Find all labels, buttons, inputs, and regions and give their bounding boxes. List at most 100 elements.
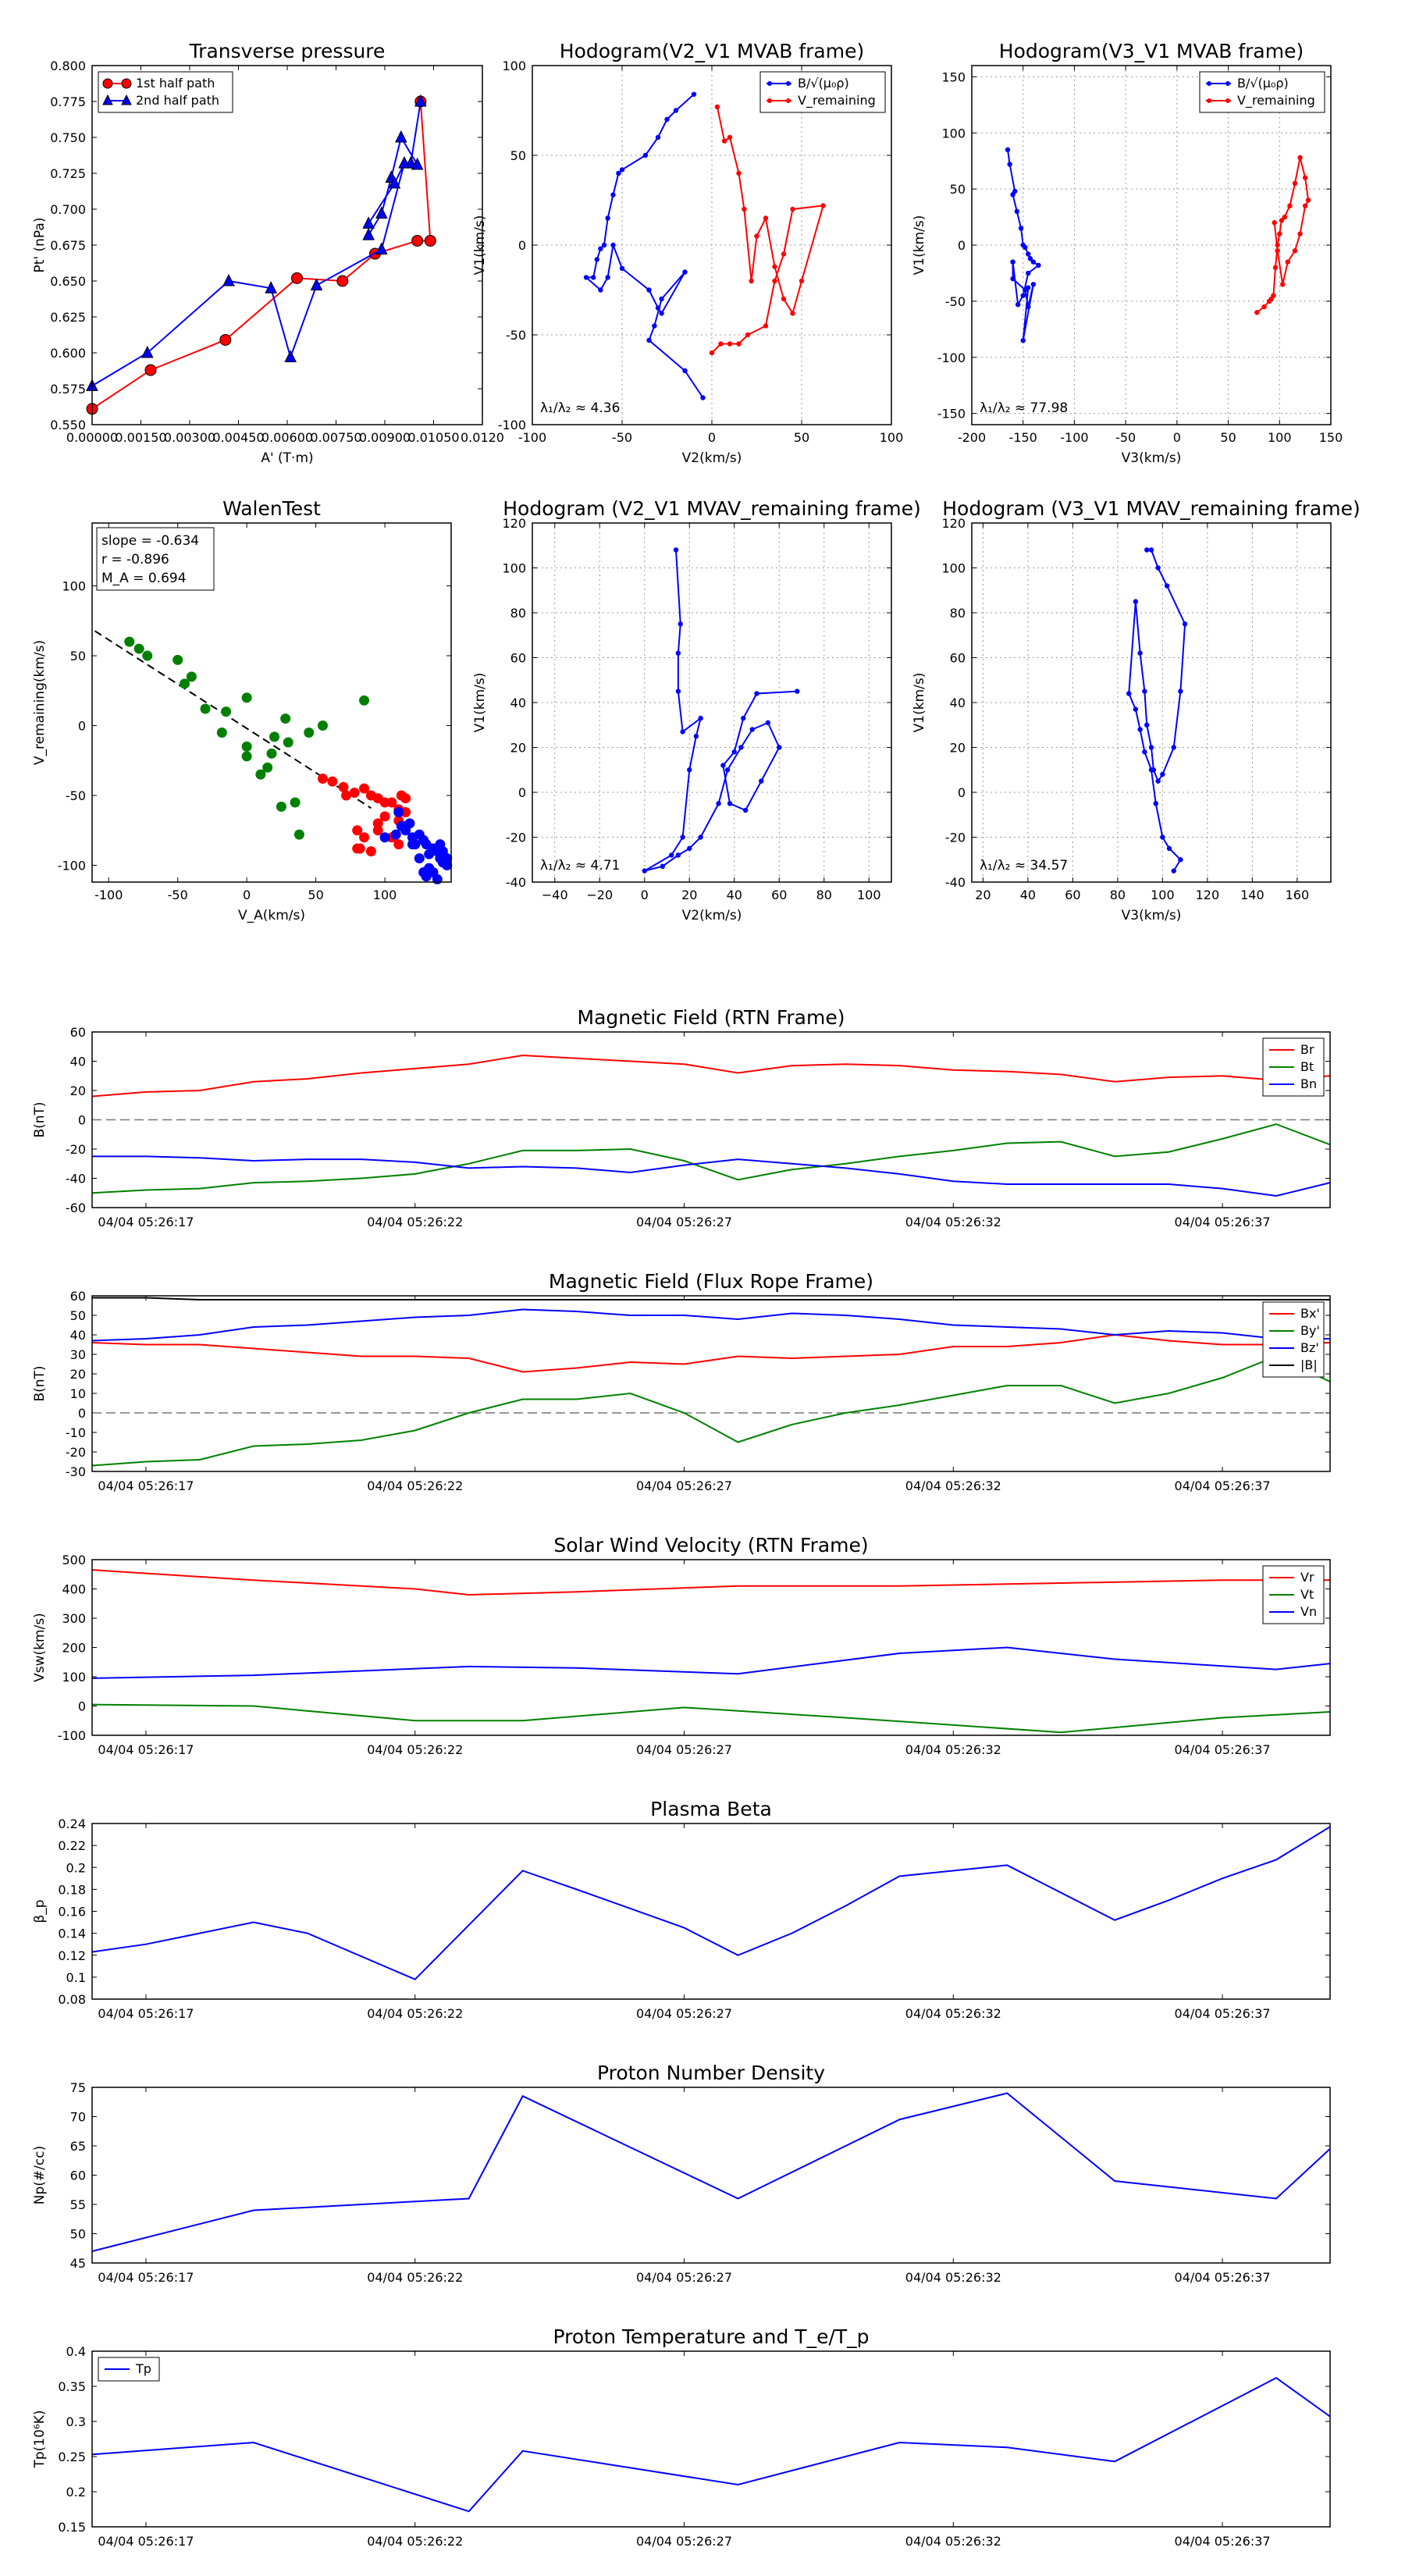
legend-label: Bx' [1300, 1306, 1320, 1321]
data-point [763, 215, 769, 221]
y-tick-label: -20 [66, 1445, 86, 1460]
data-point [1272, 265, 1279, 270]
y-tick-label: 200 [62, 1641, 86, 1656]
y-tick-label: 0.2 [66, 2485, 86, 2500]
plot-frame [91, 522, 452, 883]
data-point [1010, 259, 1016, 265]
x-tick-label: 100 [1268, 430, 1292, 445]
x-tick-label: 04/04 05:26:22 [367, 1478, 463, 1493]
data-point [407, 839, 418, 850]
data-point [1277, 231, 1282, 237]
plot-frame [91, 1295, 1331, 1472]
plot-frame [91, 2087, 1331, 2264]
x-tick-label: 0.00600 [261, 430, 313, 445]
data-point [718, 341, 724, 347]
data-point [721, 138, 727, 144]
data-point [216, 727, 227, 738]
data-point [669, 852, 674, 858]
x-tick-label: 0.00150 [115, 430, 166, 445]
data-point [736, 341, 742, 347]
x-tick-label: 04/04 05:26:27 [636, 1478, 732, 1493]
legend-label: Bt [1300, 1059, 1314, 1074]
data-point [749, 727, 755, 732]
data-point [736, 170, 742, 176]
x-tick-label: 0.0120 [461, 430, 504, 445]
stats-line: r = -0.896 [101, 552, 169, 568]
data-point [327, 776, 338, 787]
data-point [1160, 834, 1165, 840]
x-axis-label: V3(km/s) [1122, 450, 1182, 466]
data-point [266, 748, 277, 759]
data-point [317, 774, 328, 785]
data-point [1007, 162, 1012, 167]
data-point [1166, 845, 1172, 852]
y-tick-label: 0.600 [50, 346, 86, 361]
y-tick-label: -50 [66, 788, 86, 803]
data-point [284, 350, 297, 363]
data-point [673, 547, 679, 553]
x-tick-label: 160 [1286, 888, 1310, 902]
data-point [283, 737, 293, 748]
data-point [1018, 226, 1024, 231]
data-point [144, 364, 157, 376]
y-tick-label: -100 [498, 418, 526, 432]
data-point [709, 350, 715, 356]
legend-label: B/√(μ₀ρ) [1237, 76, 1289, 91]
data-point [276, 801, 286, 812]
x-tick-label: 40 [727, 888, 742, 902]
data-point [375, 242, 388, 255]
x-tick-label: 04/04 05:26:37 [1175, 1478, 1271, 1493]
data-point [1302, 175, 1308, 180]
series-line-2 [92, 1308, 1330, 1342]
data-point [598, 287, 603, 293]
data-point [742, 807, 749, 813]
y-axis-label: β_p [32, 1899, 48, 1923]
x-tick-label: -150 [1009, 430, 1037, 445]
chart-title: Hodogram (V3_V1 MVAV_remaining frame) [942, 497, 1361, 520]
y-tick-label: 0.675 [50, 238, 86, 253]
y-tick-label: 0.650 [50, 274, 86, 289]
y-axis-label: V1(km/s) [912, 215, 927, 276]
x-tick-label: 04/04 05:26:22 [367, 1215, 463, 1229]
y-tick-label: 60 [70, 1289, 86, 1304]
x-tick-label: 04/04 05:26:22 [367, 2270, 463, 2285]
y-tick-label: 100 [62, 579, 86, 594]
data-point [790, 311, 795, 316]
data-point [1144, 547, 1150, 553]
data-point [682, 368, 688, 374]
x-tick-label: 04/04 05:26:32 [905, 2006, 1001, 2021]
x-tick-label: 04/04 05:26:37 [1175, 2534, 1271, 2549]
chart-title: Magnetic Field (RTN Frame) [578, 1006, 845, 1029]
x-tick-label: 150 [1319, 430, 1343, 445]
x-tick-label: 04/04 05:26:32 [905, 2270, 1001, 2285]
data-point [777, 745, 782, 750]
series-line-1 [91, 101, 422, 387]
y-tick-label: 0 [958, 785, 966, 800]
chart-title: Solar Wind Velocity (RTN Frame) [553, 1534, 868, 1557]
x-tick-label: 04/04 05:26:22 [367, 2534, 463, 2549]
x-tick-label: −20 [586, 888, 613, 902]
data-point [591, 275, 596, 280]
data-point [1292, 180, 1298, 187]
data-point [1178, 857, 1183, 863]
y-tick-label: 40 [510, 696, 526, 710]
data-point [1305, 197, 1311, 203]
x-tick-label: 20 [681, 888, 697, 902]
data-point [763, 323, 769, 329]
fit-line [94, 630, 372, 809]
data-point [375, 206, 388, 219]
legend-marker [786, 98, 791, 103]
data-point [221, 706, 232, 717]
x-tick-label: 04/04 05:26:17 [98, 2534, 194, 2549]
y-tick-label: -100 [58, 859, 86, 873]
y-tick-label: -100 [937, 350, 966, 365]
data-point [594, 257, 599, 262]
series-line-0 [92, 1826, 1330, 1980]
data-point [241, 692, 252, 703]
chart-hr12: −40 −20 0 20 40 60 80 100 -40 -20 0 20 40 60 80 100 120H… [472, 497, 921, 923]
data-point [678, 621, 683, 627]
data-point [379, 832, 390, 843]
data-point [442, 860, 453, 871]
data-point [359, 695, 370, 706]
